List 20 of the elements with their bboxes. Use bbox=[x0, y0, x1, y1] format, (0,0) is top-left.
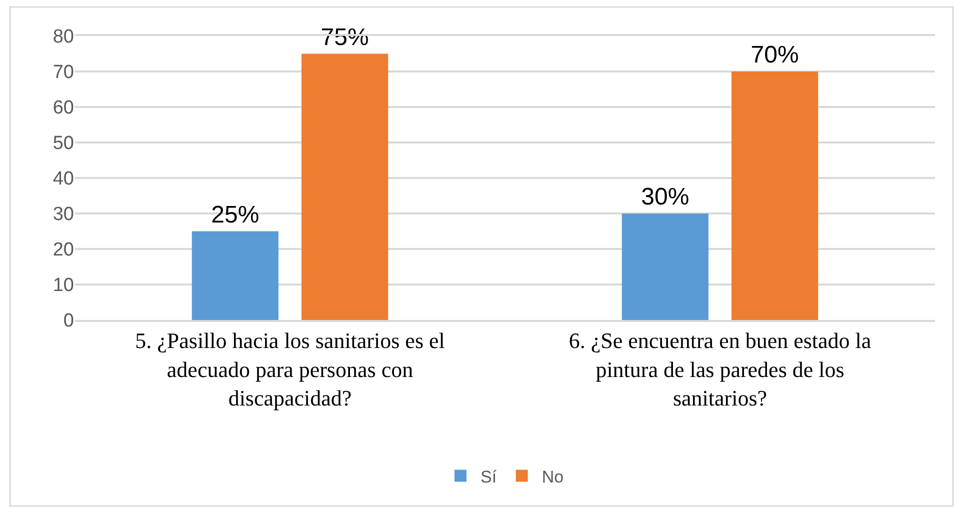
y-tick-label: 40 bbox=[52, 168, 74, 190]
y-tick-label: 60 bbox=[52, 98, 74, 119]
y-tick-label: 50 bbox=[52, 133, 74, 154]
y-tick-label: 80 bbox=[52, 26, 74, 48]
bar bbox=[732, 72, 818, 320]
bar bbox=[192, 231, 278, 320]
y-tick-label: 0 bbox=[63, 310, 74, 332]
x-tick-label: 6. ¿Se encuentra en buen estado la pintura de las paredes de los sanitarios? bbox=[568, 328, 872, 410]
data-label: 70% bbox=[750, 42, 799, 68]
y-tick-label: 10 bbox=[52, 275, 74, 296]
bar bbox=[622, 214, 708, 320]
y-tick-label: 30 bbox=[52, 204, 74, 226]
data-label: 25% bbox=[211, 201, 260, 228]
bar bbox=[302, 54, 388, 320]
y-tick-label: 20 bbox=[52, 240, 74, 261]
data-label: 30% bbox=[641, 184, 690, 210]
legend-label: Sí bbox=[480, 467, 497, 486]
y-tick-label: 70 bbox=[52, 62, 74, 84]
legend-label: No bbox=[542, 467, 564, 486]
x-tick-label: 5. ¿Pasillo hacia los sanitarios es el adecuado para personas con discapacidad? bbox=[135, 328, 445, 410]
